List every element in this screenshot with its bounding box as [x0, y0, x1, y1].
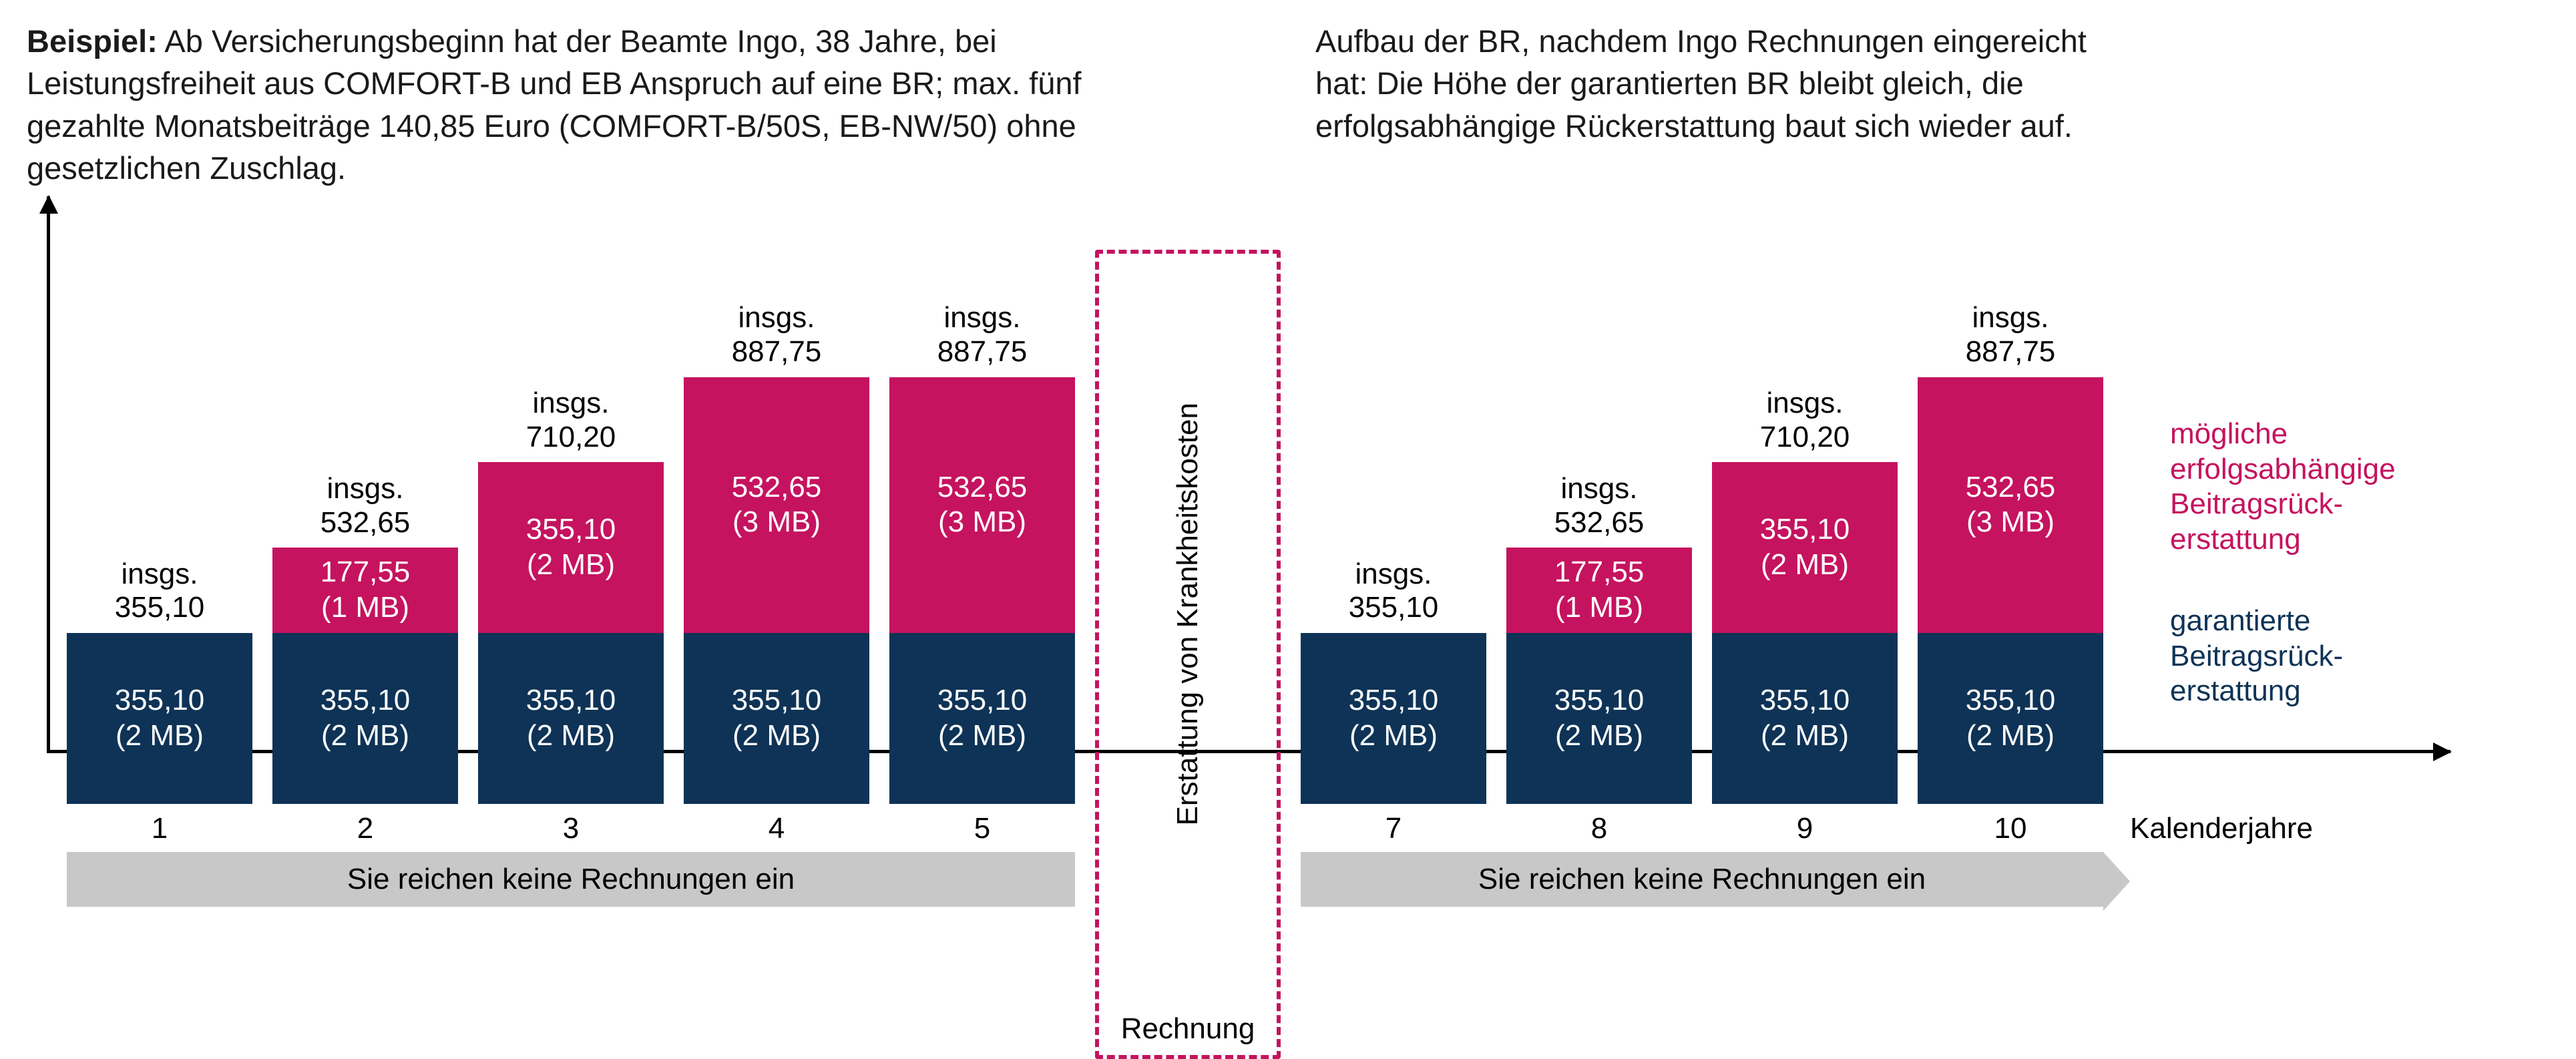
- bar-total-label: insgs. 887,75: [1966, 301, 2056, 369]
- intro-text-row: Beispiel: Ab Versicherungsbeginn hat der…: [27, 20, 2549, 190]
- bar-column: insgs. 887,75 532,65 (3 MB)355,10 (2 MB): [889, 301, 1075, 803]
- bar-total-label: insgs. 887,75: [937, 301, 1028, 369]
- year-label: 7: [1301, 812, 1486, 845]
- year-label: 2: [272, 812, 458, 845]
- year-label: 5: [889, 812, 1075, 845]
- x-axis-label: Kalenderjahre: [2130, 812, 2313, 845]
- bar-total-label: insgs. 710,20: [526, 387, 616, 454]
- bar-seg-performance: 355,10 (2 MB): [478, 462, 664, 633]
- year-label: 1: [67, 812, 252, 845]
- bar-column: insgs. 887,75 532,65 (3 MB)355,10 (2 MB): [684, 301, 869, 803]
- bar-total-label: insgs. 532,65: [1554, 472, 1645, 540]
- bar-column: insgs. 710,20 355,10 (2 MB)355,10 (2 MB): [1712, 387, 1898, 804]
- intro-left: Beispiel: Ab Versicherungsbeginn hat der…: [27, 20, 1128, 190]
- bar-seg-guaranteed: 355,10 (2 MB): [478, 633, 664, 804]
- grey-bar-right: Sie reichen keine Rechnungen ein: [1301, 852, 2103, 907]
- intro-left-rest: Ab Versicherungsbeginn hat der Beamte In…: [27, 23, 1082, 186]
- bar-column: insgs. 887,75 532,65 (3 MB)355,10 (2 MB): [1918, 301, 2103, 803]
- intro-right: Aufbau der BR, nachdem Ingo Rechnungen e…: [1315, 20, 2117, 190]
- bar-seg-guaranteed: 355,10 (2 MB): [889, 633, 1075, 804]
- bar-total-label: insgs. 710,20: [1760, 387, 1850, 454]
- bar-total-label: insgs. 532,65: [320, 472, 411, 540]
- bar-seg-performance: 177,55 (1 MB): [272, 548, 458, 633]
- bar-total-label: insgs. 887,75: [732, 301, 822, 369]
- event-column: Erstattung von Krankheitskosten Rechnung: [1095, 250, 1281, 1059]
- bar-column: insgs. 532,65 177,55 (1 MB)355,10 (2 MB): [1506, 472, 1692, 804]
- chart: insgs. 355,10 355,10 (2 MB) insgs. 532,65 1…: [47, 216, 2430, 907]
- bar-column: insgs. 532,65 177,55 (1 MB)355,10 (2 MB): [272, 472, 458, 804]
- bar-seg-performance: 532,65 (3 MB): [1918, 377, 2103, 634]
- grey-bar-left: Sie reichen keine Rechnungen ein: [67, 852, 1075, 907]
- bar-seg-guaranteed: 355,10 (2 MB): [1301, 633, 1486, 804]
- bar-seg-guaranteed: 355,10 (2 MB): [684, 633, 869, 804]
- bar-column: insgs. 355,10 355,10 (2 MB): [67, 558, 252, 804]
- year-label: 8: [1506, 812, 1692, 845]
- bar-seg-guaranteed: 355,10 (2 MB): [1712, 633, 1898, 804]
- bar-seg-performance: 532,65 (3 MB): [889, 377, 1075, 634]
- bars-row: insgs. 355,10 355,10 (2 MB) insgs. 532,65 1…: [47, 216, 2430, 804]
- bar-seg-performance: 177,55 (1 MB): [1506, 548, 1692, 633]
- bar-seg-performance: 532,65 (3 MB): [684, 377, 869, 634]
- event-vertical-text: Erstattung von Krankheitskosten: [1168, 403, 1207, 825]
- bar-column: insgs. 355,10 355,10 (2 MB): [1301, 558, 1486, 804]
- year-label: 10: [1918, 812, 2103, 845]
- bar-total-label: insgs. 355,10: [1349, 558, 1439, 625]
- bar-seg-guaranteed: 355,10 (2 MB): [272, 633, 458, 804]
- bar-column: insgs. 710,20 355,10 (2 MB)355,10 (2 MB): [478, 387, 664, 804]
- bar-seg-guaranteed: 355,10 (2 MB): [67, 633, 252, 804]
- bar-seg-performance: 355,10 (2 MB): [1712, 462, 1898, 633]
- bar-seg-guaranteed: 355,10 (2 MB): [1918, 633, 2103, 804]
- year-label: 4: [684, 812, 869, 845]
- bar-seg-guaranteed: 355,10 (2 MB): [1506, 633, 1692, 804]
- bar-total-label: insgs. 355,10: [115, 558, 205, 625]
- intro-bold: Beispiel:: [27, 23, 158, 59]
- event-caption: Rechnung: [1121, 1012, 1255, 1046]
- year-label: 9: [1712, 812, 1898, 845]
- year-label: 3: [478, 812, 664, 845]
